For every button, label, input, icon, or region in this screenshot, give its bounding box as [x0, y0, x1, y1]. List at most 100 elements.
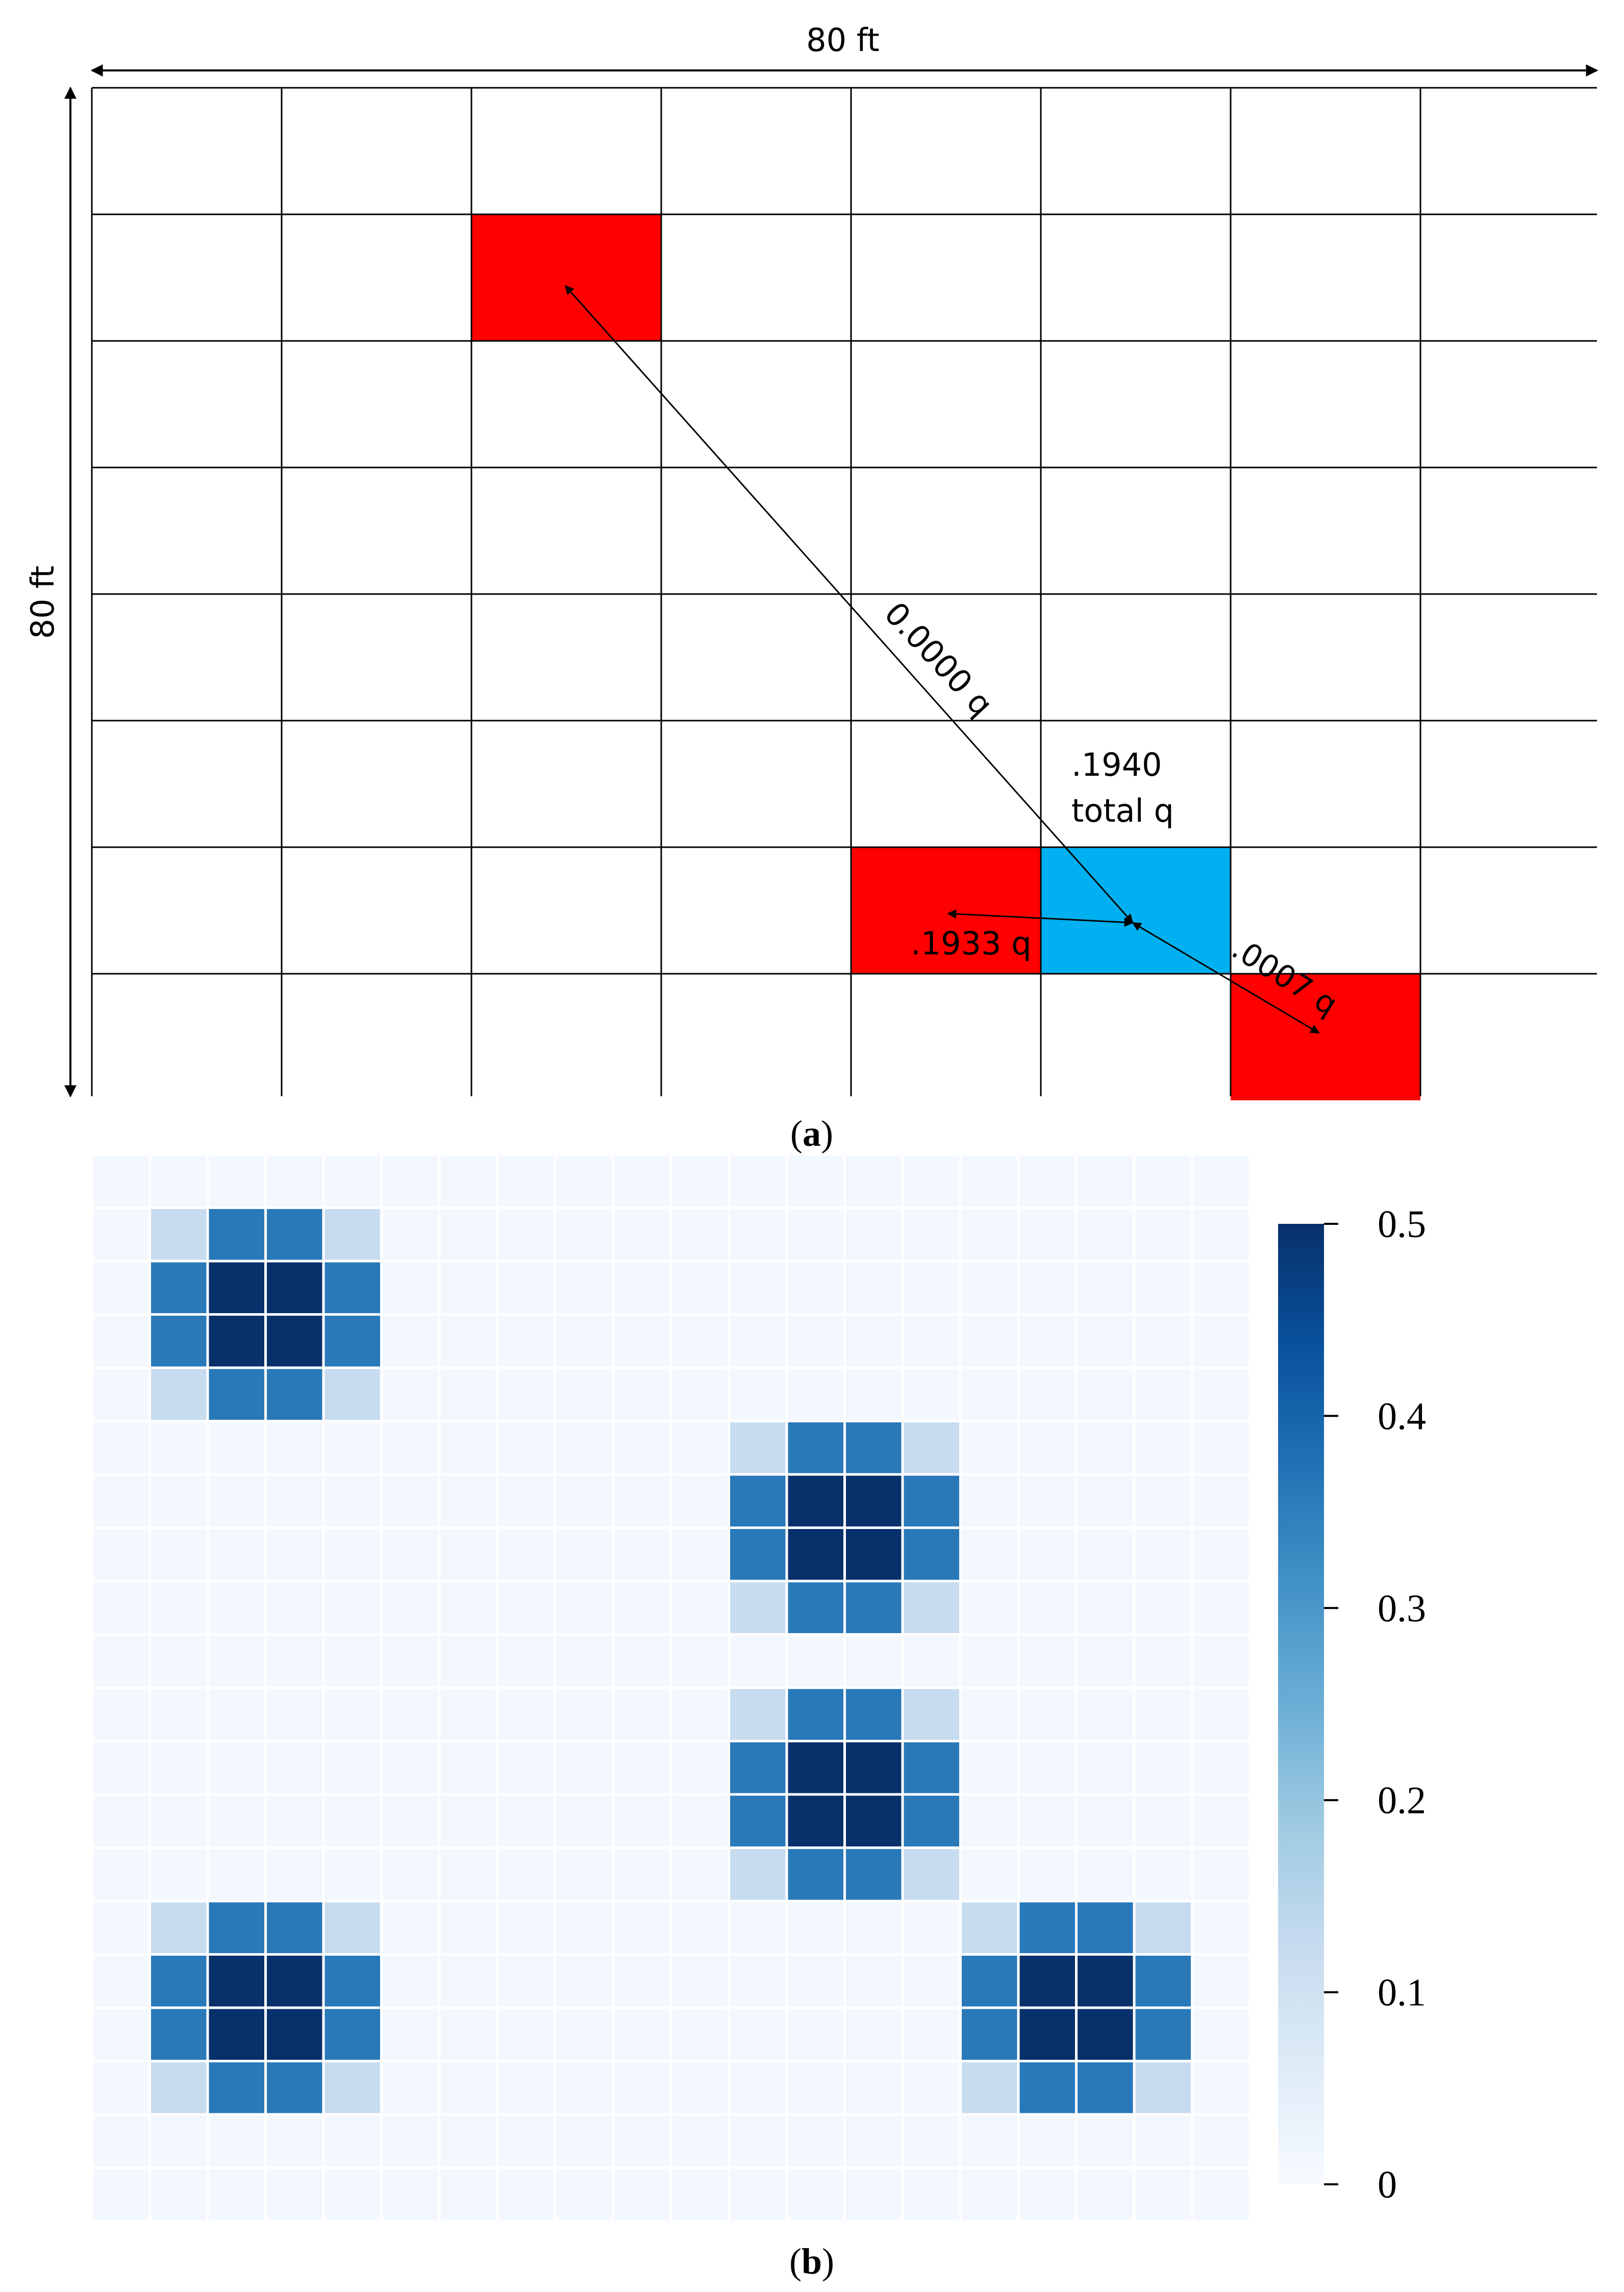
heatmap-cell [206, 1580, 267, 1636]
heatmap-cell [1133, 1953, 1193, 2009]
heatmap-cell [496, 1260, 557, 1316]
heatmap-cell [496, 2166, 557, 2223]
heatmap-cell [728, 2060, 788, 2116]
heatmap-cell [148, 1740, 209, 1796]
heatmap-cell [1017, 1526, 1078, 1583]
heatmap-cell [264, 1313, 325, 1369]
heatmap-cell [206, 1740, 267, 1796]
total-contribution-value: .1940 [1071, 746, 1162, 783]
heatmap-cell [612, 2060, 672, 2116]
heatmap-cell [206, 2166, 267, 2223]
heatmap-cell [554, 1366, 614, 1422]
heatmap-cell [1133, 1900, 1193, 1956]
heatmap-cell [843, 1420, 904, 1476]
heatmap-cell [959, 1313, 1020, 1369]
heatmap-cell [669, 2166, 730, 2223]
heatmap-cell [438, 1473, 498, 1529]
heatmap-cell [1133, 2060, 1193, 2116]
heatmap-cell [496, 1740, 557, 1796]
heatmap-cell [322, 1900, 383, 1956]
heatmap-cell [90, 1633, 151, 1689]
heatmap-cell [1133, 1793, 1193, 1849]
heatmap-cell [380, 1420, 441, 1476]
heatmap-cell [1133, 1846, 1193, 1903]
heatmap-cell [264, 1686, 325, 1742]
heatmap-cell [669, 1260, 730, 1316]
heatmap-cell [612, 1153, 672, 1209]
heatmap-cell [669, 1313, 730, 1369]
heatmap-cell [669, 1846, 730, 1903]
heatmap-cell [901, 1686, 962, 1742]
heatmap-cell [1017, 2006, 1078, 2062]
heatmap-cell [1075, 1473, 1136, 1529]
heatmap-cell [959, 1740, 1020, 1796]
heatmap-cell [785, 1900, 846, 1956]
heatmap-cell [438, 1153, 498, 1209]
heatmap-cell [264, 1846, 325, 1903]
heatmap-cell [322, 1153, 383, 1209]
heatmap-cell [554, 1260, 614, 1316]
heatmap-cell [206, 1846, 267, 1903]
heatmap-cell [380, 1686, 441, 1742]
heatmap-cell [1017, 1686, 1078, 1742]
heatmap-cell [1075, 1633, 1136, 1689]
heatmap-cell [901, 1313, 962, 1369]
heatmap-cell [728, 1206, 788, 1263]
heatmap-cell [1133, 1526, 1193, 1583]
heatmap-cell [1191, 1473, 1252, 1529]
heatmap-cell [669, 1580, 730, 1636]
heatmap-cell [1075, 2166, 1136, 2223]
heatmap-cell [438, 1740, 498, 1796]
heatmap-cell [438, 2113, 498, 2169]
heatmap-cell [148, 1526, 209, 1583]
heatmap-cell [90, 1526, 151, 1583]
heatmap-cell [1017, 1420, 1078, 1476]
heatmap-cell [843, 2060, 904, 2116]
heatmap-cell [669, 1526, 730, 1583]
heatmap-cell [785, 1206, 846, 1263]
heatmap-cell [959, 1580, 1020, 1636]
heatmap-cell [90, 1900, 151, 1956]
heatmap-cell [959, 1473, 1020, 1529]
heatmap-cell [785, 1526, 846, 1583]
heatmap-cell [1191, 1740, 1252, 1796]
heatmap-cell [785, 1793, 846, 1849]
heatmap-cell [264, 2060, 325, 2116]
heatmap-cell [669, 1740, 730, 1796]
heatmap-cell [1075, 2006, 1136, 2062]
heatmap-cell [669, 1420, 730, 1476]
heatmap-cell [843, 1846, 904, 1903]
heatmap-cell [380, 2060, 441, 2116]
heatmap-cell [438, 1313, 498, 1369]
heatmap-cell [669, 1900, 730, 1956]
heatmap-cell [1191, 1686, 1252, 1742]
heatmap-cell [669, 1153, 730, 1209]
colorbar-tick-label: 0.5 [1378, 1203, 1426, 1246]
heatmap-cell [1075, 1526, 1136, 1583]
heatmap-cell [1191, 1633, 1252, 1689]
heatmap-cell [612, 1580, 672, 1636]
heatmap-cell [1017, 1953, 1078, 2009]
heatmap-cell [1075, 1846, 1136, 1903]
colorbar-tick-label: 0.3 [1378, 1587, 1426, 1630]
heatmap-cell [901, 1260, 962, 1316]
heatmap-cell [148, 1313, 209, 1369]
heatmap-cell [612, 1900, 672, 1956]
heatmap-cell [496, 1846, 557, 1903]
heatmap-cell [728, 1526, 788, 1583]
colorbar-tick-label: 0 [1378, 2163, 1397, 2206]
heatmap-cell [380, 2113, 441, 2169]
heatmap-cell [496, 1633, 557, 1689]
heatmap-cell [1017, 1580, 1078, 1636]
heatmap-cell [496, 1206, 557, 1263]
heatmap-cell [785, 1153, 846, 1209]
heatmap-cell [496, 1366, 557, 1422]
heatmap-cell [901, 2006, 962, 2062]
heatmap-cell [1075, 1313, 1136, 1369]
heatmap-cell [1017, 1846, 1078, 1903]
heatmap-cell [843, 1313, 904, 1369]
heatmap-cell [322, 1686, 383, 1742]
heatmap-cell [1191, 2006, 1252, 2062]
heatmap-cell [612, 1366, 672, 1422]
heatmap-cell [90, 1366, 151, 1422]
